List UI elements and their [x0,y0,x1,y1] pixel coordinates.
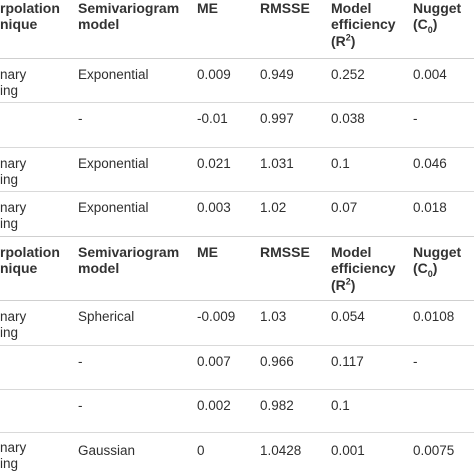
cell-technique-line1: nary [0,67,27,82]
header-efficiency-line3: (R2) [331,276,356,293]
cell-rmsse: 0.949 [260,67,294,82]
header-technique-line2: nique [0,260,38,276]
cell-rmsse: 0.982 [260,398,294,413]
cell-model: - [78,111,83,126]
header-me: ME [197,244,218,260]
header-nugget-line1: Nugget [413,244,462,260]
divider [0,345,474,346]
header-rmsse: RMSSE [260,244,310,260]
cell-model: - [78,354,83,369]
cell-me: 0 [197,443,205,458]
cell-nugget: - [413,111,418,126]
cell-efficiency: 0.252 [331,67,365,82]
cell-me: 0.021 [197,156,231,171]
header-me: ME [197,0,218,16]
cell-efficiency: 0.117 [331,354,364,369]
header-model-line1: Semivariogram [78,244,180,260]
cell-rmsse: 0.997 [260,111,294,126]
cell-model: Exponential [78,67,149,82]
divider [0,389,474,390]
cell-efficiency: 0.001 [331,443,365,458]
cell-me: -0.01 [197,111,228,126]
header-efficiency-line3: (R2) [331,32,356,49]
cell-efficiency: 0.1 [331,156,350,171]
header-technique-line1: rpolation [0,244,60,260]
cell-rmsse: 1.03 [260,309,287,324]
cell-nugget: 0.004 [413,67,447,82]
cell-me: -0.009 [197,309,236,324]
cell-model: Gaussian [78,443,136,458]
header-nugget-line2: (C0) [413,16,438,35]
header-model-line2: model [78,16,120,32]
cell-efficiency: 0.038 [331,111,365,126]
cell-nugget: 0.046 [413,156,447,171]
cell-nugget: 0.0108 [413,309,455,324]
cell-me: 0.009 [197,67,231,82]
header-technique-line2: nique [0,16,38,32]
divider [0,432,474,433]
divider [0,191,474,192]
cell-technique-line1: nary [0,440,27,455]
divider [0,102,474,103]
cell-me: 0.003 [197,200,231,215]
header-model-line2: model [78,260,120,276]
cell-technique-line1: nary [0,200,27,215]
cell-model: Exponential [78,200,149,215]
cell-technique-line2: ing [0,172,19,187]
divider [0,147,474,148]
cell-model: - [78,398,83,413]
divider [0,300,474,301]
cell-nugget: 0.0075 [413,443,455,458]
cell-nugget: - [413,354,418,369]
cell-rmsse: 1.02 [260,200,287,215]
cell-technique-line2: ing [0,83,19,98]
cell-technique-line1: nary [0,309,27,324]
header-technique-line1: rpolation [0,0,60,16]
cell-model: Exponential [78,156,149,171]
cell-technique-line2: ing [0,216,19,231]
header-rmsse: RMSSE [260,0,310,16]
cell-model: Spherical [78,309,135,324]
cell-efficiency: 0.054 [331,309,365,324]
cell-efficiency: 0.07 [331,200,358,215]
cell-rmsse: 1.0428 [260,443,302,458]
header-efficiency-line2: efficiency [331,260,396,276]
cell-me: 0.002 [197,398,231,413]
cell-rmsse: 0.966 [260,354,294,369]
header-model-line1: Semivariogram [78,0,180,16]
divider [0,58,474,59]
cell-rmsse: 1.031 [260,156,294,171]
header-nugget-line1: Nugget [413,0,462,16]
cell-technique-line2: ing [0,456,19,471]
header-nugget-line2: (C0) [413,260,438,279]
cell-technique-line2: ing [0,325,19,340]
cell-nugget: 0.018 [413,200,447,215]
cell-efficiency: 0.1 [331,398,350,413]
header-efficiency-line1: Model [331,244,372,260]
header-efficiency-line1: Model [331,0,372,16]
divider [0,236,474,237]
cell-technique-line1: nary [0,156,27,171]
cell-me: 0.007 [197,354,231,369]
header-efficiency-line2: efficiency [331,16,396,32]
